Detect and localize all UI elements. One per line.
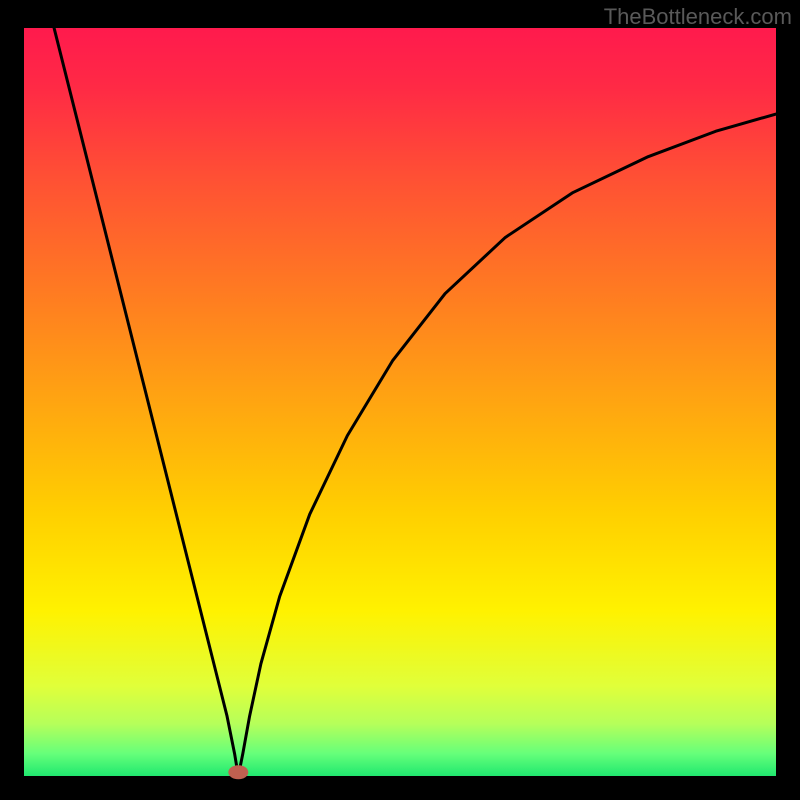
plot-area bbox=[24, 28, 776, 776]
minimum-marker bbox=[228, 765, 248, 779]
bottleneck-chart bbox=[0, 0, 800, 800]
watermark-text: TheBottleneck.com bbox=[604, 4, 792, 30]
chart-container: TheBottleneck.com bbox=[0, 0, 800, 800]
